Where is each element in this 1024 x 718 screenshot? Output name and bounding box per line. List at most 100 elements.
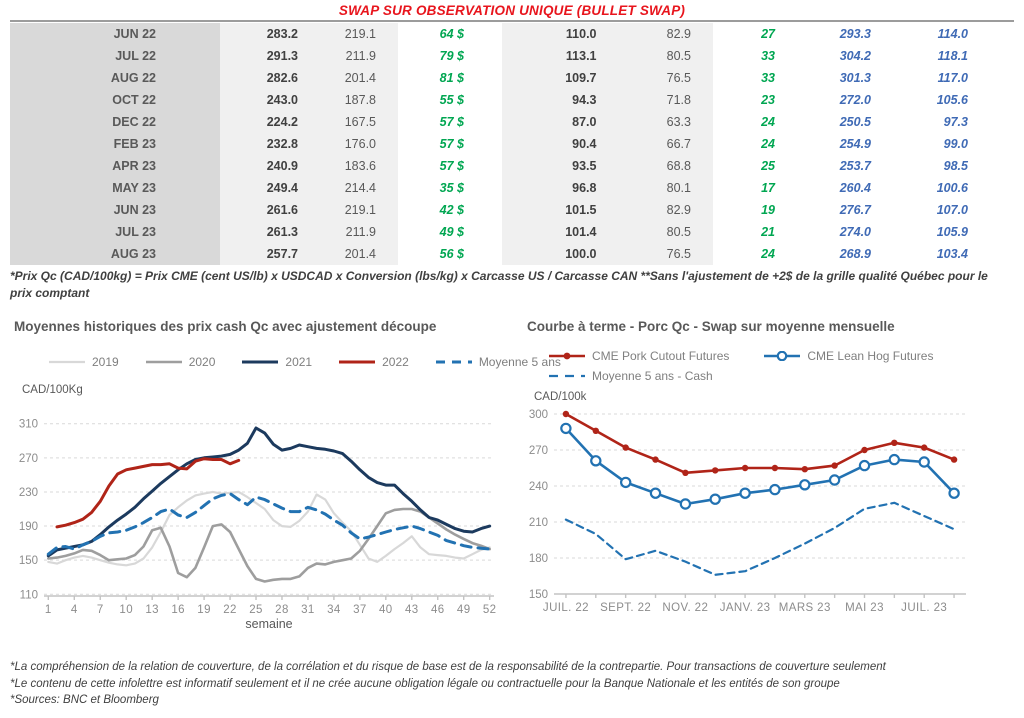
legend-item: Moyenne 5 ans - Cash (548, 369, 713, 383)
swap-cells: 24 250.5 97.3 (713, 111, 1014, 133)
table-value: 57 $ (439, 159, 464, 173)
table-row: OCT 22 243.0 187.8 55 $ 94.3 71.8 23 272.0 105.6 (10, 89, 1014, 111)
table-value: 211.9 (345, 49, 376, 63)
table-row: AUG 23 257.7 201.4 56 $ 100.0 76.5 24 268.9 103.… (10, 243, 1014, 265)
legend-forward-curve: CME Pork Cutout Futures CME Lean Hog Futu… (548, 349, 1018, 383)
svg-text:180: 180 (529, 553, 548, 565)
legend-swatch-icon (145, 360, 182, 364)
us-price-cells: 109.7 76.5 (502, 67, 713, 89)
table-value: 80.1 (666, 181, 691, 195)
svg-text:270: 270 (529, 445, 548, 457)
chart-title-historical: Moyennes historiques des prix cash Qc av… (14, 319, 437, 334)
table-value: 82.9 (666, 203, 691, 217)
table-value: 261.6 (266, 203, 298, 217)
table-value: 272.0 (839, 93, 871, 107)
us-price-cells: 94.3 71.8 (502, 89, 713, 111)
table-value: 68.8 (666, 159, 691, 173)
svg-text:310: 310 (19, 419, 38, 431)
qc-price-cells: 283.2 219.1 (220, 23, 398, 45)
basis-cell: 56 $ (398, 243, 502, 265)
basis-cell: 57 $ (398, 111, 502, 133)
table-value: 249.4 (266, 181, 298, 195)
legend-swatch-icon (339, 360, 376, 364)
month-cell: AUG 22 (10, 67, 220, 89)
table-value: 224.2 (266, 115, 298, 129)
table-value: 250.5 (839, 115, 871, 129)
swap-cells: 33 304.2 118.1 (713, 45, 1014, 67)
table-value: 176.0 (344, 137, 376, 151)
table-value: 211.9 (345, 225, 376, 239)
svg-text:MARS 23: MARS 23 (779, 602, 831, 614)
basis-cell: 79 $ (398, 45, 502, 67)
table-value: 80.5 (666, 225, 691, 239)
table-value: 96.8 (572, 181, 597, 195)
basis-cell: 64 $ (398, 23, 502, 45)
legend-label: CME Lean Hog Futures (807, 349, 934, 363)
svg-text:46: 46 (431, 604, 445, 616)
table-value: 33 (761, 49, 775, 63)
table-value: 117.0 (937, 71, 968, 85)
table-value: 283.2 (266, 27, 298, 41)
svg-text:31: 31 (301, 604, 315, 616)
table-value: 187.8 (344, 93, 376, 107)
legend-swatch-icon (435, 360, 472, 364)
svg-text:270: 270 (19, 453, 38, 465)
table-value: 19 (761, 203, 775, 217)
table-value: 243.0 (266, 93, 298, 107)
basis-cell: 42 $ (398, 199, 502, 221)
table-value: 107.0 (936, 203, 968, 217)
svg-text:49: 49 (457, 604, 471, 616)
table-value: 261.3 (266, 225, 298, 239)
us-price-cells: 101.4 80.5 (502, 221, 713, 243)
svg-text:110: 110 (20, 589, 38, 601)
disclaimer-footnotes: *La compréhension de la relation de couv… (10, 659, 1014, 709)
legend-swatch-icon (549, 374, 585, 378)
table-row: AUG 22 282.6 201.4 81 $ 109.7 76.5 33 301.3 117.… (10, 67, 1014, 89)
table-value: 35 $ (439, 181, 464, 195)
table-value: 25 (761, 159, 775, 173)
table-value: 49 $ (439, 225, 464, 239)
table-value: 98.5 (943, 159, 968, 173)
svg-text:300: 300 (529, 409, 548, 421)
table-value: 167.5 (344, 115, 376, 129)
us-price-cells: 87.0 63.3 (502, 111, 713, 133)
table-value: 93.5 (572, 159, 597, 173)
svg-text:25: 25 (249, 604, 263, 616)
svg-text:37: 37 (353, 604, 367, 616)
forward-curve-chart: 150 180 210 240 270 300 JUIL. 22 SEPT. 22 NOV. 2… (529, 409, 966, 614)
month-cell: JUN 22 (10, 23, 220, 45)
table-row: JUN 23 261.6 219.1 42 $ 101.5 82.9 19 276.7 107.… (10, 199, 1014, 221)
table-value: 23 (761, 93, 775, 107)
price-formula-footnote: *Prix Qc (CAD/100kg) = Prix CME (cent US… (10, 269, 988, 301)
table-value: 260.4 (839, 181, 871, 195)
svg-text:240: 240 (529, 481, 548, 493)
table-value: 109.7 (565, 71, 597, 85)
month-cell: JUL 22 (10, 45, 220, 67)
legend-label: 2022 (382, 355, 409, 369)
table-value: 90.4 (572, 137, 597, 151)
legend-item: 2019 (48, 355, 119, 369)
table-value: 87.0 (572, 115, 597, 129)
footnote-line: *Sources: BNC et Bloomberg (10, 694, 159, 707)
qc-price-cells: 261.3 211.9 (220, 221, 398, 243)
basis-cell: 55 $ (398, 89, 502, 111)
table-value: 64 $ (439, 27, 464, 41)
svg-text:22: 22 (223, 604, 237, 616)
legend-item: 2020 (145, 355, 215, 369)
table-row: DEC 22 224.2 167.5 57 $ 87.0 63.3 24 250.5 97.3 (10, 111, 1014, 133)
table-row: FEB 23 232.8 176.0 57 $ 90.4 66.7 24 254.9 99.0 (10, 133, 1014, 155)
legend-item: CME Pork Cutout Futures (548, 349, 729, 363)
basis-cell: 57 $ (398, 155, 502, 177)
month-cell: JUL 23 (10, 221, 220, 243)
swap-cells: 21 274.0 105.9 (713, 221, 1014, 243)
table-value: 63.3 (666, 115, 691, 129)
table-value: 100.0 (565, 247, 597, 261)
legend-label: 2019 (92, 355, 119, 369)
month-cell: FEB 23 (10, 133, 220, 155)
table-value: 57 $ (439, 115, 464, 129)
table-value: 276.7 (839, 203, 871, 217)
chart-title-forward-curve: Courbe à terme - Porc Qc - Swap sur moye… (527, 319, 895, 334)
svg-text:19: 19 (197, 604, 211, 616)
legend-item: Moyenne 5 ans (435, 355, 561, 369)
